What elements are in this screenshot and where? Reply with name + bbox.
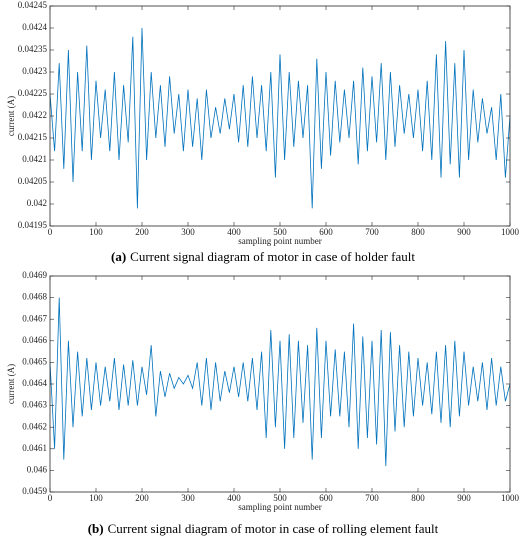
- caption-text: Current signal diagram of motor in case …: [130, 249, 415, 264]
- y-axis-label: current (A): [6, 364, 16, 404]
- x-tick-label: 600: [319, 493, 333, 503]
- x-axis-label: sampling point number: [238, 236, 322, 246]
- x-tick-label: 0: [48, 493, 53, 503]
- y-tick-label: 0.0462: [22, 421, 47, 431]
- x-tick-label: 500: [273, 493, 287, 503]
- y-tick-label: 0.04225: [18, 88, 48, 98]
- caption-text: Current signal diagram of motor in case …: [108, 521, 439, 536]
- y-tick-label: 0.0467: [22, 313, 47, 323]
- y-tick-label: 0.0422: [22, 110, 47, 120]
- y-tick-label: 0.04195: [18, 220, 48, 230]
- x-tick-label: 200: [135, 227, 149, 237]
- y-tick-label: 0.04245: [18, 0, 48, 10]
- y-tick-label: 0.0459: [22, 486, 47, 496]
- signal-line: [49, 297, 511, 467]
- y-tick-label: 0.0469: [22, 270, 47, 280]
- y-tick-label: 0.0463: [22, 400, 47, 410]
- y-tick-label: 0.042: [27, 198, 47, 208]
- x-tick-label: 200: [135, 493, 149, 503]
- y-tick-label: 0.0421: [22, 154, 47, 164]
- caption: (a) Current signal diagram of motor in ca…: [111, 249, 415, 264]
- x-tick-label: 400: [227, 493, 241, 503]
- x-tick-label: 1000: [501, 227, 520, 237]
- x-tick-label: 700: [365, 493, 379, 503]
- y-tick-label: 0.0461: [22, 443, 47, 453]
- x-tick-label: 800: [411, 493, 425, 503]
- caption: (b) Current signal diagram of motor in ca…: [88, 521, 439, 536]
- y-tick-label: 0.04215: [18, 132, 48, 142]
- y-tick-label: 0.0464: [22, 378, 47, 388]
- x-tick-label: 900: [457, 493, 471, 503]
- x-tick-label: 100: [89, 493, 103, 503]
- axes-box: [49, 275, 511, 493]
- x-tick-label: 800: [411, 227, 425, 237]
- y-axis-label: current (A): [6, 96, 16, 136]
- x-axis-label: sampling point number: [238, 502, 322, 512]
- caption-label: (a): [111, 249, 126, 264]
- y-tick-label: 0.0468: [22, 292, 47, 302]
- x-tick-label: 400: [227, 227, 241, 237]
- x-tick-label: 500: [273, 227, 287, 237]
- x-tick-label: 0: [48, 227, 53, 237]
- axes-box: [49, 5, 511, 227]
- x-tick-label: 300: [181, 493, 195, 503]
- x-tick-label: 1000: [501, 493, 520, 503]
- y-tick-label: 0.0424: [22, 22, 47, 32]
- y-tick-label: 0.04235: [18, 44, 48, 54]
- x-tick-label: 100: [89, 227, 103, 237]
- y-tick-label: 0.04205: [18, 176, 48, 186]
- y-tick-label: 0.0466: [22, 335, 47, 345]
- y-tick-label: 0.046: [27, 464, 48, 474]
- signal-line: [49, 27, 511, 209]
- x-tick-label: 300: [181, 227, 195, 237]
- y-tick-label: 0.0465: [22, 356, 47, 366]
- x-tick-label: 700: [365, 227, 379, 237]
- y-tick-label: 0.0423: [22, 66, 47, 76]
- x-tick-label: 600: [319, 227, 333, 237]
- caption-label: (b): [88, 521, 104, 536]
- x-tick-label: 900: [457, 227, 471, 237]
